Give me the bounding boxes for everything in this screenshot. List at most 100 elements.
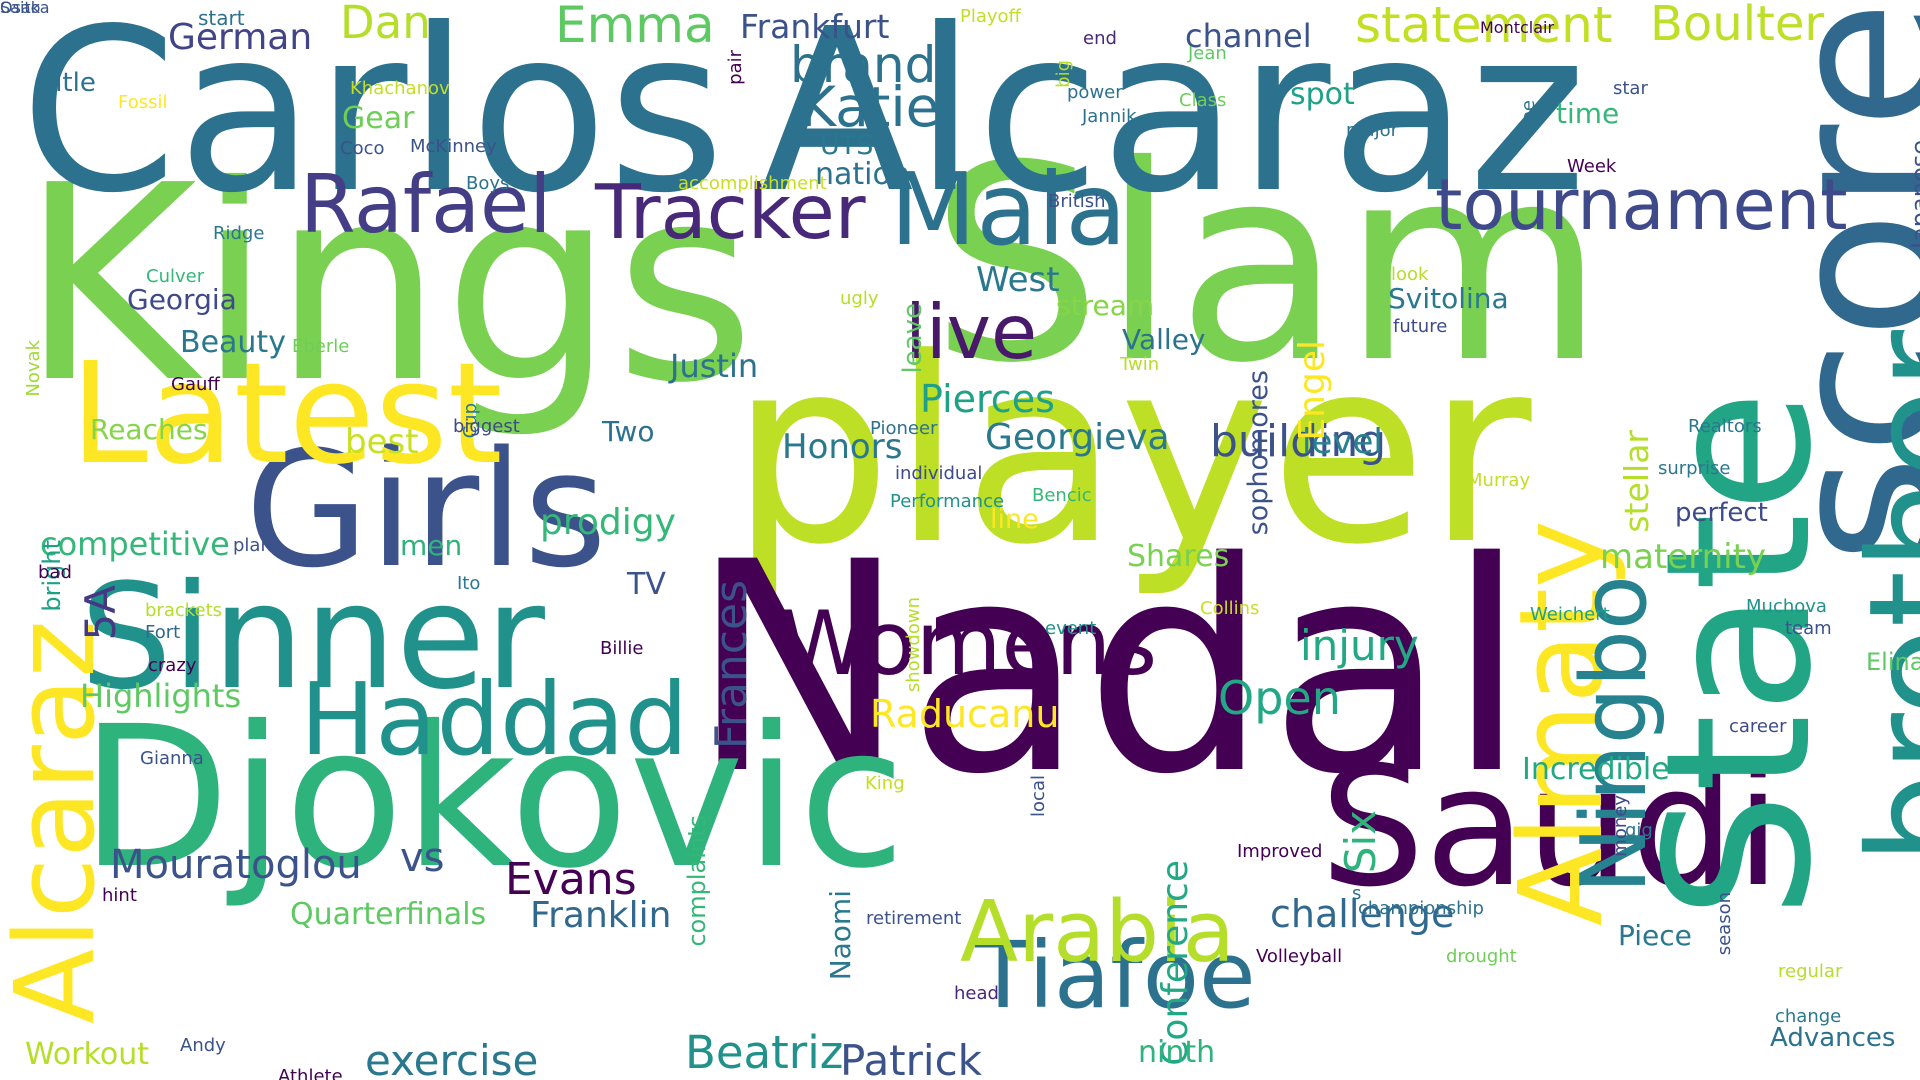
word-performance: Performance — [890, 491, 1005, 512]
word-quarterfinals: Quarterfinals — [290, 897, 487, 932]
word-exercise: exercise — [365, 1036, 539, 1080]
word-valley: Valley — [1122, 323, 1206, 356]
word-complaints: complaints — [683, 815, 711, 947]
word-competitive: competitive — [40, 525, 230, 563]
word-justin: Justin — [670, 347, 759, 385]
word-event: event — [1045, 618, 1097, 639]
word-bencic: Bencic — [1032, 485, 1092, 506]
word-murray: Murray — [1467, 470, 1531, 491]
word-individual: individual — [895, 463, 983, 484]
word-highlights: Highlights — [80, 677, 242, 715]
word-maternity: maternity — [1600, 537, 1767, 577]
word-major: major — [1346, 120, 1398, 141]
word-best: best — [345, 422, 419, 462]
word-womens: Womens — [780, 592, 1158, 695]
word-andy: Andy — [180, 1035, 226, 1056]
word-ito: Ito — [457, 573, 481, 594]
word-star: star — [1613, 78, 1648, 99]
word-gauff: Gauff — [171, 374, 220, 395]
word-honors: Honors — [782, 427, 903, 467]
word-joe: Joe — [1518, 100, 1539, 128]
word-retirement: retirement — [866, 908, 962, 929]
word-ninth: ninth — [1138, 1035, 1216, 1070]
word-piece: Piece — [1618, 919, 1692, 952]
word-volleyball: Volleyball — [1256, 946, 1343, 967]
word-surprise: surprise — [1658, 458, 1731, 479]
word-osaka: Osaka — [0, 0, 50, 17]
word-workout: Workout — [25, 1037, 150, 1072]
word-change: change — [1775, 1006, 1842, 1027]
word-channel: channel — [1185, 17, 1312, 55]
word-improved: Improved — [1237, 841, 1323, 862]
word-twin: Twin — [1120, 354, 1160, 375]
word-naomi: Naomi — [824, 890, 857, 981]
word-tiafoe: Tiafoe — [975, 922, 1256, 1029]
word-statement: statement — [1355, 0, 1613, 54]
word-men: men — [400, 529, 463, 562]
word-collins: Collins — [1200, 598, 1260, 619]
word-leave: leave — [898, 303, 928, 374]
word-billie: Billie — [600, 638, 644, 659]
word-plan: plan — [233, 535, 272, 556]
word-mouratoglou: Mouratoglou — [110, 842, 362, 888]
word-s: s — [1352, 883, 1362, 904]
word-perfect: perfect — [1675, 498, 1768, 528]
word-six: Six — [1336, 810, 1385, 874]
word-katie: Katie — [800, 75, 940, 139]
word-challenge: challenge — [1270, 892, 1455, 936]
word-uts: UTS — [820, 130, 874, 161]
word-vs: vs — [400, 835, 445, 881]
word-brand: brand — [790, 36, 937, 94]
word-athlete: Athlete — [278, 1066, 343, 1080]
word-nation: nation — [815, 157, 910, 192]
word-novak: Novak — [23, 340, 44, 397]
word-regular: regular — [1778, 961, 1843, 982]
word-crazy: crazy — [148, 655, 197, 676]
word-two: Two — [602, 415, 655, 448]
word-title: title — [45, 68, 96, 98]
word-rafael: Rafael — [300, 158, 552, 251]
word-gig: gig — [1625, 820, 1653, 841]
word-arabia: Arabia — [960, 883, 1235, 982]
word-season: season — [1714, 892, 1735, 956]
word-muchova: Muchova — [1746, 596, 1827, 617]
word-emma: Emma — [555, 0, 715, 54]
word-raducanu: Raducanu — [870, 692, 1060, 736]
word-beatriz: Beatriz — [685, 1026, 844, 1079]
word-brackets: brackets — [145, 600, 223, 621]
word-building: building — [1210, 416, 1387, 467]
word-player: player — [730, 304, 1532, 601]
word-patrick: Patrick — [840, 1036, 982, 1080]
word-jean: Jean — [1188, 43, 1227, 64]
word-slam: Slam — [930, 107, 1605, 422]
word-sinner: Sinner — [80, 553, 545, 722]
word-tracker: Tracker — [595, 168, 866, 256]
word-head: head — [954, 983, 999, 1004]
word-stellar: stellar — [1617, 430, 1656, 533]
word-weichert: Weichert — [1530, 604, 1610, 625]
word-future: future — [1393, 316, 1448, 337]
word-japanese: Japanese — [1906, 140, 1920, 249]
word-local: local — [1028, 775, 1049, 817]
word-playoff: Playoff — [960, 6, 1021, 27]
word-career: career — [1729, 716, 1787, 737]
word-haddad: Haddad — [300, 661, 689, 778]
word-ugly: ugly — [840, 288, 879, 309]
word-girls: Girls — [245, 416, 608, 603]
word-injury: injury — [1300, 621, 1419, 670]
word-open: Open — [1218, 671, 1341, 725]
word-5a: 5A — [76, 585, 125, 641]
word-advances: Advances — [1770, 1023, 1896, 1053]
word-nadal: Nadal — [690, 501, 1528, 838]
word-live: live — [905, 288, 1038, 376]
word-carlos: Carlos — [20, 0, 725, 243]
word-look: look — [1391, 264, 1429, 285]
word-djokovic: Djokovic — [80, 684, 906, 911]
word-realtors: Realtors — [1688, 416, 1762, 437]
word-king: King — [865, 773, 905, 794]
word-frances: Frances — [706, 580, 757, 750]
word-engel: Engel — [1292, 340, 1333, 441]
word-level: level — [1302, 422, 1383, 462]
word-fossil: Fossil — [118, 92, 168, 113]
